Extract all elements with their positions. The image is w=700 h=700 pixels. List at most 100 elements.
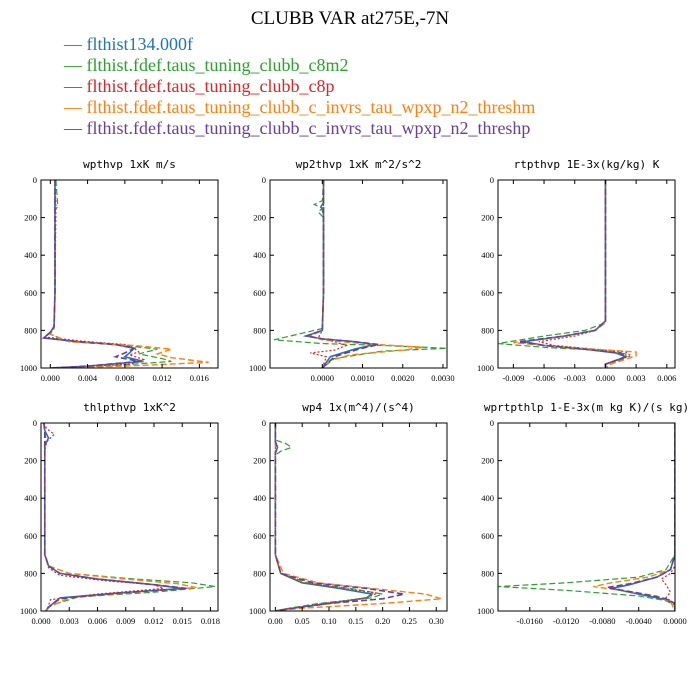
x-tick-label: 0.30 xyxy=(429,616,444,626)
y-tick-label: 1000 xyxy=(20,606,37,616)
series-line xyxy=(43,423,164,611)
series-group xyxy=(498,423,675,611)
x-tick-label: 0.000 xyxy=(596,373,615,383)
y-tick-label: 600 xyxy=(24,531,37,541)
y-tick-label: 800 xyxy=(24,325,37,335)
x-tick-label: 0.003 xyxy=(60,616,79,626)
plot-panel: wprtpthlp 1-E-3x(m kg K)/(s kg) 0 200 400 60… xyxy=(477,401,689,626)
legend-label: flthist134.000f xyxy=(86,34,194,54)
series-line xyxy=(43,423,188,611)
x-tick-label: 0.015 xyxy=(173,616,192,626)
plot-frame xyxy=(497,179,676,369)
legend-label: flthist.fdef.taus_tuning_clubb_c8p xyxy=(86,76,335,96)
y-tick-label: 0 xyxy=(490,418,494,428)
x-tick-label: 0.0020 xyxy=(391,373,414,383)
series-line xyxy=(523,180,629,368)
legend-item: — flthist.fdef.taus_tuning_clubb_c8p xyxy=(64,76,535,97)
legend-swatch: — xyxy=(64,34,87,54)
plot-panel: wp2thvp 1xK m^2/s^2 0 200 400 600 800 1000 0.00… xyxy=(249,158,455,383)
x-tick-label: 0.15 xyxy=(348,616,363,626)
series-line xyxy=(611,423,675,611)
x-tick-label: 0.000 xyxy=(31,616,50,626)
legend-swatch: — xyxy=(64,118,87,138)
plot-frame xyxy=(40,179,219,369)
y-tick-label: 400 xyxy=(481,493,494,503)
y-tick-label: 200 xyxy=(481,213,494,223)
y-tick-label: 0 xyxy=(33,418,37,428)
series-line xyxy=(43,423,197,611)
x-tick-label: 0.016 xyxy=(190,373,209,383)
y-tick-label: 1000 xyxy=(249,606,266,616)
y-tick-label: 0 xyxy=(490,175,494,185)
y-tick-label: 800 xyxy=(481,325,494,335)
x-tick-label: 0.05 xyxy=(295,616,310,626)
y-tick-label: 1000 xyxy=(477,363,494,373)
y-tick-label: 1000 xyxy=(477,606,494,616)
plot-title: wprtpthlp 1-E-3x(m kg K)/(s kg) xyxy=(484,401,689,414)
y-tick-label: 0 xyxy=(262,175,266,185)
legend-item: — flthist.fdef.taus_tuning_clubb_c_invrs… xyxy=(64,118,535,139)
series-line xyxy=(41,180,139,368)
y-tick-label: 200 xyxy=(481,456,494,466)
x-tick-label: 0.009 xyxy=(116,616,135,626)
y-tick-label: 0 xyxy=(33,175,37,185)
plot-frame xyxy=(269,179,448,369)
y-tick-label: 600 xyxy=(24,288,37,298)
y-tick-label: 1000 xyxy=(249,363,266,373)
y-tick-label: 200 xyxy=(24,456,37,466)
series-group xyxy=(41,180,209,368)
plot-title: wp2thvp 1xK m^2/s^2 xyxy=(296,158,422,171)
series-line xyxy=(274,423,380,611)
plot-panel: wpthvp 1xK m/s 0 200 400 600 800 1000 0.000 0.00… xyxy=(20,158,219,383)
series-line xyxy=(513,180,637,368)
x-tick-label: 0.00 xyxy=(268,616,283,626)
y-tick-label: 400 xyxy=(253,493,266,503)
x-tick-label: 0.0030 xyxy=(431,373,454,383)
y-tick-label: 800 xyxy=(481,568,494,578)
x-tick-label: -0.0040 xyxy=(626,616,652,626)
y-tick-label: 400 xyxy=(481,250,494,260)
series-group xyxy=(274,423,442,611)
legend-item: — flthist.fdef.taus_tuning_clubb_c8m2 xyxy=(64,55,535,76)
series-line xyxy=(498,180,627,368)
legend-label: flthist.fdef.taus_tuning_clubb_c_invrs_t… xyxy=(86,118,531,138)
x-tick-label: 0.003 xyxy=(627,373,646,383)
x-tick-label: 0.006 xyxy=(88,616,107,626)
plot-frame xyxy=(40,422,219,612)
x-tick-label: 0.004 xyxy=(78,373,98,383)
x-tick-label: -0.0120 xyxy=(553,616,579,626)
legend-swatch: — xyxy=(64,76,87,96)
legend: — flthist134.000f — flthist.fdef.taus_tu… xyxy=(64,34,535,139)
series-line xyxy=(606,423,675,611)
series-line xyxy=(538,180,633,368)
x-tick-label: 0.25 xyxy=(402,616,417,626)
x-tick-label: 0.0010 xyxy=(351,373,374,383)
series-line xyxy=(273,180,447,368)
y-tick-label: 200 xyxy=(24,213,37,223)
x-tick-label: 0.018 xyxy=(201,616,220,626)
x-tick-label: 0.10 xyxy=(322,616,337,626)
y-tick-label: 400 xyxy=(253,250,266,260)
x-tick-label: 0.012 xyxy=(153,373,172,383)
series-line xyxy=(49,180,172,368)
x-tick-label: 0.20 xyxy=(375,616,390,626)
x-tick-label: -0.006 xyxy=(533,373,555,383)
series-line xyxy=(498,423,675,611)
y-tick-label: 200 xyxy=(253,456,266,466)
plot-title: rtpthvp 1E-3x(kg/kg) K xyxy=(514,158,660,171)
legend-item: — flthist.fdef.taus_tuning_clubb_c_invrs… xyxy=(64,97,535,118)
y-tick-label: 400 xyxy=(24,493,37,503)
y-tick-label: 400 xyxy=(24,250,37,260)
x-tick-label: -0.009 xyxy=(502,373,524,383)
legend-swatch: — xyxy=(64,97,87,117)
y-tick-label: 600 xyxy=(481,531,494,541)
plot-title: wp4 1x(m^4)/(s^4) xyxy=(302,401,415,414)
legend-label: flthist.fdef.taus_tuning_clubb_c8m2 xyxy=(86,55,349,75)
series-line xyxy=(274,423,405,611)
y-tick-label: 1000 xyxy=(20,363,37,373)
series-line xyxy=(518,180,628,368)
x-tick-label: -0.003 xyxy=(564,373,586,383)
x-tick-label: 0.0000 xyxy=(663,616,686,626)
